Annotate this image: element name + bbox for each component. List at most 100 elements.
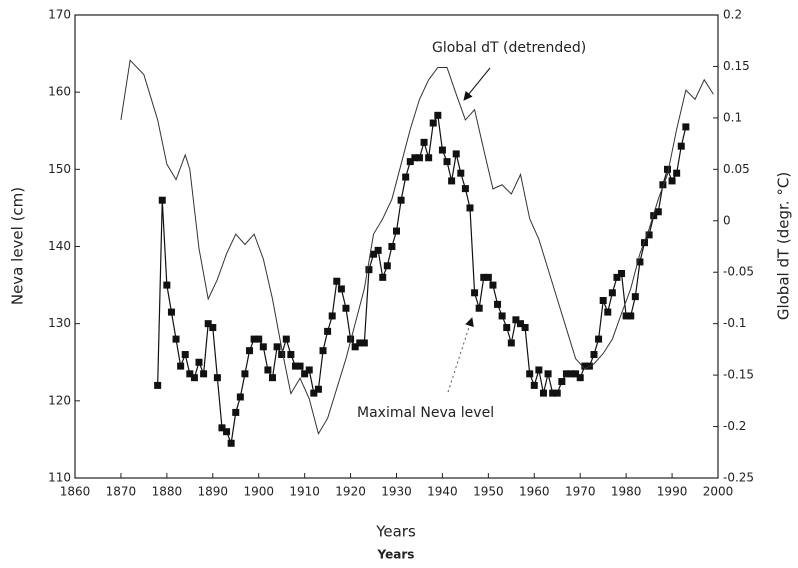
marker bbox=[471, 289, 479, 297]
y-tick-label: 150 bbox=[48, 162, 71, 176]
marker bbox=[314, 385, 322, 393]
x-tick-label: 1990 bbox=[657, 485, 688, 499]
marker bbox=[301, 370, 309, 378]
marker bbox=[420, 138, 428, 146]
marker bbox=[443, 158, 451, 166]
marker bbox=[535, 366, 543, 374]
marker bbox=[393, 227, 400, 235]
marker bbox=[673, 169, 681, 177]
marker bbox=[590, 351, 598, 359]
marker bbox=[526, 370, 534, 378]
caption: Years bbox=[377, 548, 415, 562]
marker bbox=[365, 266, 373, 274]
marker bbox=[181, 351, 189, 359]
x-tick-label: 1980 bbox=[611, 485, 642, 499]
y-tick-label: 110 bbox=[48, 471, 71, 485]
y-tick-label: 130 bbox=[48, 316, 71, 330]
marker bbox=[457, 169, 465, 177]
marker bbox=[539, 389, 547, 397]
y-tick-label: 170 bbox=[48, 8, 71, 22]
marker bbox=[167, 308, 175, 316]
marker bbox=[521, 324, 529, 332]
y2-tick-label: 0.05 bbox=[723, 162, 750, 176]
marker bbox=[236, 393, 244, 401]
marker bbox=[498, 312, 506, 320]
marker bbox=[232, 408, 240, 416]
marker bbox=[172, 335, 180, 343]
marker bbox=[663, 165, 671, 173]
marker bbox=[319, 347, 327, 355]
marker bbox=[581, 362, 589, 370]
y2-axis-label: Global dT (degr. °C) bbox=[775, 172, 793, 320]
marker bbox=[347, 335, 355, 343]
y2-tick-label: -0.2 bbox=[723, 419, 746, 433]
marker bbox=[654, 208, 662, 216]
x-tick-label: 1910 bbox=[289, 485, 320, 499]
x-tick-label: 1900 bbox=[243, 485, 274, 499]
marker bbox=[572, 370, 580, 378]
marker bbox=[296, 362, 304, 370]
marker bbox=[190, 374, 198, 382]
marker bbox=[466, 204, 474, 212]
marker bbox=[448, 177, 456, 185]
marker bbox=[310, 389, 318, 397]
marker bbox=[434, 111, 442, 119]
x-tick-label: 1860 bbox=[60, 485, 91, 499]
marker bbox=[668, 177, 676, 185]
marker bbox=[562, 370, 570, 378]
y2-tick-label: -0.1 bbox=[723, 316, 746, 330]
marker bbox=[438, 146, 446, 154]
marker bbox=[223, 428, 231, 436]
marker bbox=[246, 347, 254, 355]
marker bbox=[154, 381, 162, 389]
y2-tick-label: 0 bbox=[723, 213, 731, 227]
marker bbox=[659, 181, 667, 189]
x-tick-label: 1950 bbox=[473, 485, 504, 499]
marker bbox=[305, 366, 313, 374]
x-tick-label: 1890 bbox=[198, 485, 229, 499]
marker bbox=[177, 362, 185, 370]
marker bbox=[613, 273, 621, 281]
marker bbox=[475, 304, 483, 312]
y2-tick-label: -0.15 bbox=[723, 368, 754, 382]
marker bbox=[567, 370, 575, 378]
marker bbox=[406, 158, 414, 166]
marker bbox=[507, 339, 515, 347]
arrow bbox=[463, 67, 491, 101]
marker bbox=[631, 293, 639, 301]
marker bbox=[411, 154, 419, 162]
marker bbox=[558, 378, 566, 386]
y-tick-label: 160 bbox=[48, 85, 71, 99]
x-tick-label: 1970 bbox=[565, 485, 596, 499]
y2-tick-label: 0.1 bbox=[723, 110, 742, 124]
y2-tick-label: -0.05 bbox=[723, 265, 754, 279]
x-axis-label: Years bbox=[375, 523, 416, 541]
marker bbox=[512, 316, 520, 324]
series-line bbox=[120, 59, 714, 436]
marker bbox=[374, 246, 382, 254]
marker bbox=[204, 320, 212, 328]
marker bbox=[200, 370, 208, 378]
marker bbox=[370, 250, 378, 258]
marker bbox=[360, 339, 368, 347]
marker bbox=[158, 196, 166, 204]
marker bbox=[278, 351, 286, 359]
marker bbox=[544, 370, 552, 378]
marker bbox=[333, 277, 341, 285]
marker bbox=[489, 281, 497, 289]
marker bbox=[324, 327, 332, 335]
marker bbox=[608, 289, 616, 297]
marker bbox=[291, 362, 299, 370]
marker bbox=[213, 374, 221, 382]
x-tick-label: 1920 bbox=[335, 485, 366, 499]
annotation: Maximal Neva level bbox=[357, 405, 494, 421]
annotation: Global dT (detrended) bbox=[432, 40, 586, 56]
marker bbox=[461, 185, 469, 193]
marker bbox=[415, 154, 423, 162]
marker bbox=[342, 304, 350, 312]
x-tick-label: 1870 bbox=[106, 485, 137, 499]
x-tick-label: 2000 bbox=[703, 485, 734, 499]
marker bbox=[645, 231, 653, 239]
marker bbox=[636, 258, 644, 266]
marker bbox=[484, 273, 492, 281]
